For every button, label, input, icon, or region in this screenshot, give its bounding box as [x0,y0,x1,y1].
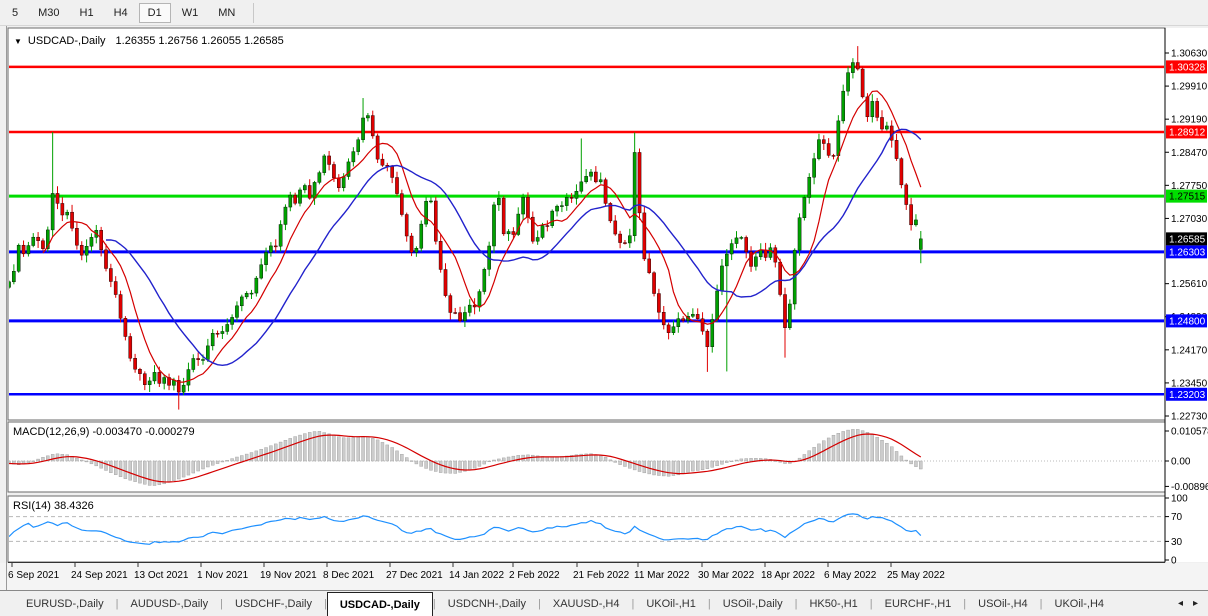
tab-usdcnh-daily[interactable]: USDCNH-,Daily [447,597,526,610]
rsi-axis-label: 0 [1171,556,1177,567]
price-axis-label: 1.29190 [1171,115,1208,126]
price-badge: 1.28912 [1169,127,1206,138]
price-axis-label: 1.22730 [1171,412,1208,423]
timeframe-h1[interactable]: H1 [79,6,94,19]
tab-usoil-h4[interactable]: USOil-,H4 [978,597,1028,610]
date-axis-label: 11 Mar 2022 [634,570,690,581]
timeframe-toolbar: 5 M30 H1 H4 D1 W1 MN [0,0,1208,26]
date-axis-label: 25 May 2022 [887,570,945,581]
tab-separator: | [220,597,223,610]
price-badge: 1.23203 [1169,390,1206,401]
tab-separator: | [115,597,119,610]
date-axis-label: 14 Jan 2022 [449,570,504,581]
macd-axis-label: 0.00 [1171,457,1191,468]
rsi-line [9,513,922,545]
chart-title-ohlc: 1.26355 1.26756 1.26055 1.26585 [116,35,284,47]
price-axis-label: 1.30630 [1171,49,1208,60]
macd-label: MACD(12,26,9) -0.003470 -0.000279 [13,426,195,438]
tab-ukoil-h4[interactable]: UKOil-,H4 [1054,597,1105,610]
price-axis-label: 1.24170 [1171,345,1208,356]
chart-window: 1.30630 1.29910 1.29190 1.28470 1.27750 1.270… [0,26,1208,590]
tab-xauusd-h4[interactable]: XAUUSD-,H4 [552,597,620,610]
tab-eurusd-daily[interactable]: EURUSD-,Daily [26,597,104,610]
timeframe-5[interactable]: 5 [12,6,19,19]
chart-title-symbol: USDCAD-,Daily [28,35,106,47]
tab-separator: | [432,597,436,610]
tab-usoil-daily[interactable]: USOil-,Daily [722,597,783,610]
tab-ukoil-h1[interactable]: UKOil-,H1 [646,597,696,610]
price-axis-label: 1.23450 [1171,378,1208,389]
macd-plot [9,429,1164,486]
tab-audusd-daily[interactable]: AUDUSD-,Daily [130,597,209,610]
tab-separator: | [323,597,327,610]
timeframe-mn[interactable]: MN [218,6,236,19]
rsi-plot [9,513,1164,545]
rsi-label: RSI(14) 38.4326 [13,500,94,512]
price-badge: 1.26585 [1169,234,1206,245]
tab-eurchf-h1[interactable]: EURCHF-,H1 [884,597,952,610]
tab-scroll-left-icon[interactable]: ◂ [1177,598,1183,609]
main-price-pane[interactable] [7,27,1166,421]
timeframe-h4[interactable]: H4 [113,6,128,19]
chart-canvas[interactable]: 1.30630 1.29910 1.29190 1.28470 1.27750 1.270… [0,26,1208,590]
chart-title: ▼ USDCAD-,Daily 1.26355 1.26756 1.26055 1.… [14,35,284,47]
price-axis-label: 1.27030 [1171,214,1208,225]
date-axis-label: 6 May 2022 [824,570,877,581]
candles [9,46,923,410]
macd-axis-label: -0.00896 [1171,482,1208,493]
tab-hk50-h1[interactable]: HK50-,H1 [809,597,858,610]
tab-separator: | [631,597,635,610]
timeframe-d1[interactable]: D1 [138,2,171,23]
rsi-axis-label: 100 [1171,494,1188,505]
toolbar-separator [253,2,255,23]
price-badge: 1.24800 [1169,316,1206,327]
price-badge: 1.26303 [1169,247,1206,258]
tab-separator: | [1039,597,1043,610]
ma-fast-line [42,90,922,383]
date-axis-area [0,563,1208,590]
date-axis-label: 2 Feb 2022 [509,570,560,581]
tab-usdchf-daily[interactable]: USDCHF-,Daily [234,597,312,610]
date-axis-label: 30 Mar 2022 [698,570,755,581]
rsi-axis-label: 30 [1171,537,1183,548]
price-axis-label: 1.28470 [1171,148,1208,159]
price-badge: 1.30328 [1169,62,1206,73]
tab-usdcad-daily[interactable]: USDCAD-,Daily [326,592,433,616]
date-axis-label: 27 Dec 2021 [386,570,443,581]
timeframe-w1[interactable]: W1 [181,6,199,19]
date-axis-label: 24 Sep 2021 [71,570,128,581]
symbol-dropdown-icon[interactable]: ▼ [14,37,22,46]
date-axis-label: 1 Nov 2021 [197,570,249,581]
date-axis-labels: 6 Sep 2021 24 Sep 2021 13 Oct 2021 1 Nov 20… [8,563,945,581]
moving-averages [42,90,922,383]
rsi-axis-label: 70 [1171,512,1183,523]
tab-separator: | [707,597,711,610]
tab-separator: | [538,597,541,610]
price-axis-label: 1.29910 [1171,82,1208,93]
tab-separator: | [963,597,967,610]
timeframe-m30[interactable]: M30 [38,6,60,19]
ma-slow-line [105,128,922,367]
price-axis-labels: 1.30630 1.29910 1.29190 1.28470 1.27750 1.270… [1165,49,1208,567]
tab-scroll-arrows: ◂ ▸ [1178,591,1208,616]
date-axis-label: 13 Oct 2021 [134,570,189,581]
date-axis-label: 8 Dec 2021 [323,570,375,581]
price-axis-area [1165,28,1208,562]
price-axis-label: 1.25610 [1171,279,1208,290]
window-edge [6,26,7,590]
price-badge: 1.27515 [1169,192,1206,203]
date-axis-label: 6 Sep 2021 [8,570,60,581]
tab-separator: | [794,597,798,610]
rsi-pane[interactable] [7,495,1166,563]
macd-signal-line [9,433,922,483]
macd-axis-label: 0.010578 [1171,427,1208,438]
tab-separator: | [869,597,873,610]
date-axis-label: 18 Apr 2022 [761,570,815,581]
chart-tab-bar: EURUSD-,Daily | AUDUSD-,Daily | USDCHF-,Dail… [0,590,1208,616]
date-axis-label: 19 Nov 2021 [260,570,317,581]
price-axis-label: 1.27750 [1171,181,1208,192]
tab-scroll-right-icon[interactable]: ▸ [1192,598,1198,609]
date-axis-label: 21 Feb 2022 [573,570,630,581]
